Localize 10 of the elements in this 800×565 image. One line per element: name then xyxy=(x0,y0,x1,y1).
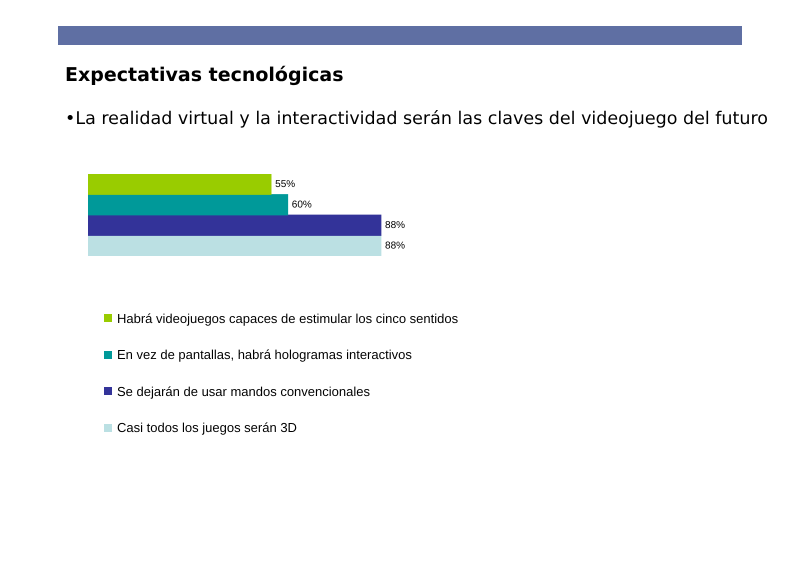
legend-label: Se dejarán de usar mandos convencionales xyxy=(117,384,370,399)
legend-label: Casi todos los juegos serán 3D xyxy=(117,420,297,436)
data-label: 88% xyxy=(385,220,406,231)
chart-title: Expectativas tecnológicas xyxy=(65,64,344,86)
legend-label: En vez de pantallas, habrá hologramas interactivos xyxy=(117,347,412,362)
legend-label: Habrá videojuegos capaces de estimular los cinco sentidos xyxy=(117,310,458,326)
data-label: 60% xyxy=(292,200,312,210)
data-label: 55% xyxy=(275,179,296,190)
chart-subtitle: •La realidad virtual y la interactividad serán las claves del videojuego del futuro xyxy=(65,109,768,129)
data-label: 88% xyxy=(385,240,406,252)
